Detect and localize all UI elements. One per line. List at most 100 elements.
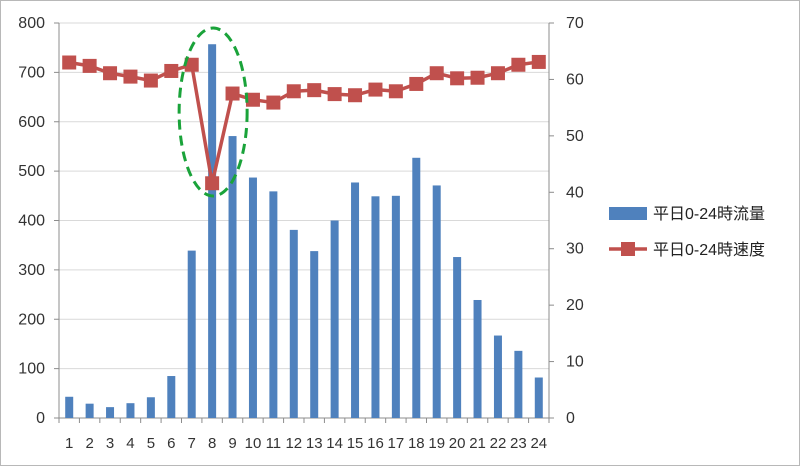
bar (534, 377, 543, 418)
speed-line (68, 60, 540, 186)
line-marker (286, 84, 301, 99)
bar (167, 376, 176, 418)
line-marker (388, 84, 403, 99)
line-marker (429, 66, 444, 81)
line-marker (82, 58, 97, 73)
bar (371, 196, 380, 418)
line-marker (511, 57, 526, 72)
right-y-tick-label: 0 (566, 410, 575, 427)
line-marker (348, 88, 363, 103)
right-y-tick-label: 10 (566, 354, 584, 371)
left-y-tick-label: 800 (18, 15, 45, 32)
x-tick-label: 8 (208, 435, 216, 452)
bar (146, 397, 155, 418)
x-tick-label: 24 (530, 435, 547, 452)
bar (330, 220, 339, 418)
highlight-ellipse (177, 26, 249, 198)
line-marker (62, 55, 77, 70)
line-series (62, 54, 546, 191)
x-tick-label: 20 (449, 435, 466, 452)
line-marker (327, 87, 342, 102)
axes (54, 22, 554, 423)
x-axis-ticks: 1 2 3 4 5 6 7 8 9 10 11 12 13 14 15 16 17 18 19 20 21 22 23 24 (65, 435, 547, 452)
bar (514, 350, 523, 418)
bar (351, 182, 360, 418)
left-y-tick-label: 100 (18, 361, 45, 378)
right-y-axis-ticks: 0 10 20 30 40 50 60 70 (566, 15, 584, 427)
left-y-tick-label: 500 (18, 163, 45, 180)
line-marker (368, 82, 383, 97)
bar (208, 44, 217, 418)
bar (473, 299, 482, 418)
x-tick-label: 16 (367, 435, 384, 452)
line-marker (184, 57, 199, 72)
x-tick-label: 2 (85, 435, 93, 452)
x-tick-label: 11 (266, 435, 282, 452)
line-marker (531, 54, 546, 69)
line-marker (490, 66, 505, 81)
line-marker (470, 70, 485, 85)
x-tick-label: 4 (126, 435, 134, 452)
x-tick-label: 7 (188, 435, 196, 452)
bar (228, 136, 237, 418)
x-tick-label: 22 (490, 435, 507, 452)
line-marker (307, 83, 322, 98)
bar (412, 157, 421, 418)
x-tick-label: 17 (388, 435, 405, 452)
x-tick-label: 5 (147, 435, 155, 452)
highlight-annotation (177, 26, 249, 198)
legend: 平日0-24時流量 平日0-24時速度 (609, 205, 765, 259)
left-y-tick-label: 600 (18, 114, 45, 131)
legend-swatch-flow (609, 207, 647, 220)
x-tick-label: 23 (510, 435, 527, 452)
bar (453, 257, 462, 418)
x-tick-label: 10 (245, 435, 262, 452)
right-y-tick-label: 70 (566, 15, 584, 32)
gridlines (59, 22, 549, 370)
x-tick-label: 6 (167, 435, 175, 452)
line-marker (205, 176, 220, 191)
line-marker (225, 86, 240, 101)
left-y-tick-label: 200 (18, 311, 45, 328)
bar (187, 250, 196, 418)
bar (391, 195, 400, 418)
line-marker (164, 63, 179, 78)
legend-label-flow: 平日0-24時流量 (653, 205, 765, 223)
line-marker (245, 92, 260, 107)
x-tick-label: 18 (408, 435, 425, 452)
x-tick-label: 3 (106, 435, 114, 452)
x-tick-label: 12 (285, 435, 302, 452)
bar (310, 251, 319, 418)
x-tick-label: 19 (428, 435, 445, 452)
right-y-tick-label: 30 (566, 241, 584, 258)
line-marker (266, 95, 281, 110)
line-marker (143, 73, 158, 88)
bar (432, 185, 441, 418)
bar (289, 229, 298, 418)
x-tick-label: 9 (228, 435, 236, 452)
left-y-tick-label: 300 (18, 262, 45, 279)
x-tick-label: 14 (326, 435, 343, 452)
right-y-tick-label: 50 (566, 128, 584, 145)
left-y-tick-label: 400 (18, 213, 45, 230)
bar (269, 191, 278, 418)
right-y-tick-label: 40 (566, 184, 584, 201)
x-tick-label: 21 (469, 435, 486, 452)
bar-series (65, 44, 543, 418)
left-y-tick-label: 700 (18, 64, 45, 81)
line-marker (450, 71, 465, 86)
bar (106, 407, 115, 418)
line-marker (409, 76, 424, 91)
bar (85, 403, 94, 418)
bar (248, 177, 257, 418)
bar (65, 396, 74, 418)
left-y-tick-label: 0 (36, 410, 45, 427)
line-marker (103, 66, 118, 81)
right-y-tick-label: 20 (566, 297, 584, 314)
x-tick-label: 15 (347, 435, 364, 452)
bar (126, 403, 135, 418)
line-marker (123, 69, 138, 84)
bar (493, 335, 502, 418)
